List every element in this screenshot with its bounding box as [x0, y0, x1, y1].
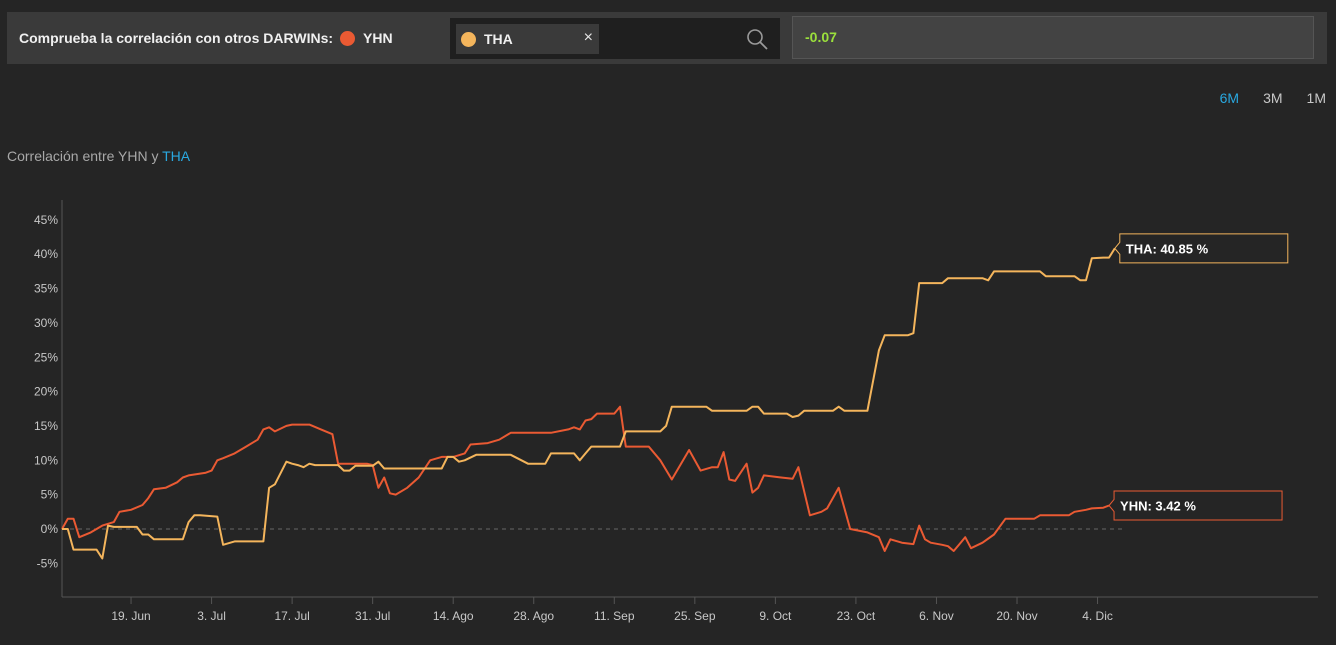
chart-title-prefix: Correlación entre YHN y — [7, 148, 163, 164]
y-tick-label: 15% — [34, 419, 58, 433]
correlation-value: -0.07 — [792, 16, 1314, 59]
chart-title: Correlación entre YHN y THA — [7, 148, 190, 164]
y-tick-label: 35% — [34, 282, 58, 296]
x-tick-label: 19. Jun — [111, 609, 150, 623]
x-tick-label: 14. Ago — [433, 609, 474, 623]
y-tick-label: 5% — [41, 488, 59, 502]
chart-title-highlight: THA — [162, 148, 191, 164]
selected-darwin-label: THA — [484, 31, 513, 47]
darwin-search-input[interactable]: THA × — [450, 18, 780, 59]
x-tick-label: 3. Jul — [197, 609, 226, 623]
yhn-color-dot — [340, 30, 355, 46]
y-tick-label: 0% — [41, 522, 59, 536]
y-tick-label: 45% — [34, 213, 58, 227]
series-line-tha — [62, 247, 1116, 560]
range-1m-button[interactable]: 1M — [1306, 90, 1326, 106]
end-flag-yhn — [1108, 490, 1283, 521]
y-tick-label: 30% — [34, 316, 58, 330]
selected-darwin-tag[interactable]: THA × — [456, 24, 599, 54]
main-darwin-label: YHN — [363, 30, 393, 46]
end-label-yhn: YHN: 3.42 % — [1120, 499, 1196, 514]
y-tick-label: 40% — [34, 247, 58, 261]
end-label-tha: THA: 40.85 % — [1126, 241, 1209, 256]
series-line-yhn — [61, 405, 1110, 552]
search-icon[interactable] — [746, 28, 768, 50]
x-tick-label: 11. Sep — [594, 609, 635, 623]
x-tick-label: 31. Jul — [355, 609, 390, 623]
y-tick-label: 20% — [34, 385, 58, 399]
x-tick-label: 23. Oct — [837, 609, 876, 623]
x-tick-label: 20. Nov — [996, 609, 1037, 623]
range-selector: 6M 3M 1M — [1220, 90, 1326, 106]
y-tick-label: 10% — [34, 453, 58, 467]
x-tick-label: 25. Sep — [674, 609, 716, 623]
x-tick-label: 9. Oct — [759, 609, 792, 623]
tha-color-dot — [461, 31, 476, 47]
x-tick-label: 4. Dic — [1082, 609, 1113, 623]
y-tick-label: 25% — [34, 350, 58, 364]
range-6m-button[interactable]: 6M — [1219, 90, 1240, 106]
range-3m-button[interactable]: 3M — [1263, 90, 1283, 106]
main-darwin-chip: YHN — [340, 12, 393, 64]
correlation-toolbar: Comprueba la correlación con otros DARWI… — [7, 12, 1327, 64]
compare-prompt: Comprueba la correlación con otros DARWI… — [19, 30, 334, 46]
x-tick-label: 6. Nov — [919, 609, 954, 623]
y-tick-label: -5% — [37, 556, 59, 570]
x-tick-label: 28. Ago — [513, 609, 554, 623]
close-icon[interactable]: × — [583, 29, 593, 46]
end-flag-tha — [1114, 233, 1289, 264]
x-tick-label: 17. Jul — [274, 609, 309, 623]
